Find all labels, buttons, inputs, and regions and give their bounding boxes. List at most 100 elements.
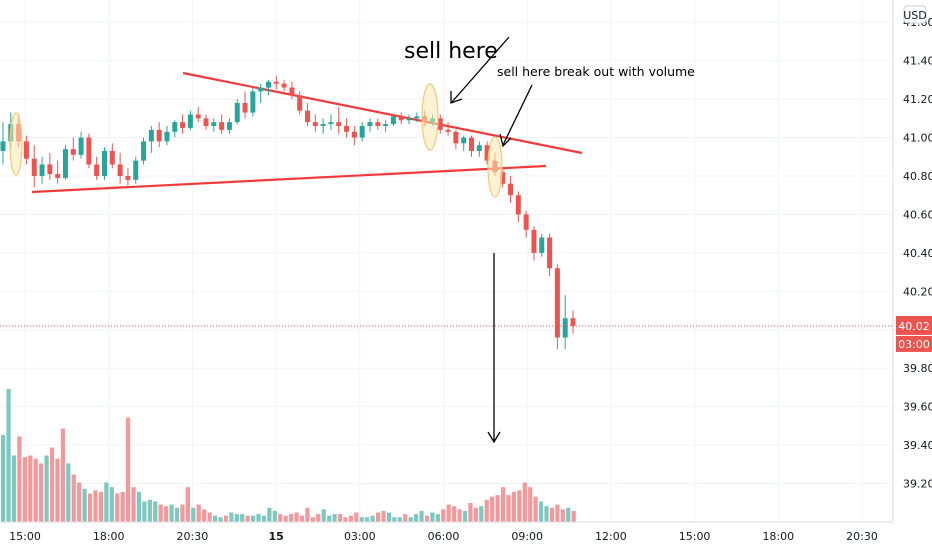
candle[interactable] (328, 114, 334, 130)
candle[interactable] (531, 225, 537, 261)
candle[interactable] (70, 137, 76, 161)
candle-body (211, 122, 217, 127)
candle[interactable] (367, 118, 373, 132)
candle[interactable] (226, 118, 232, 134)
candle-body (148, 129, 154, 142)
candle[interactable] (484, 141, 490, 165)
candle[interactable] (258, 83, 264, 103)
price-tick-label: 39.60 (903, 401, 932, 414)
volume-bar (457, 509, 462, 522)
candle-body (437, 118, 443, 130)
candle[interactable] (148, 126, 154, 153)
candle[interactable] (55, 160, 61, 184)
candle[interactable] (47, 152, 53, 180)
candle[interactable] (180, 114, 186, 134)
candle[interactable] (273, 76, 279, 90)
candle[interactable] (265, 79, 271, 96)
candle[interactable] (375, 118, 381, 130)
annotations: sell here sell here break out with volum… (404, 36, 695, 444)
candle[interactable] (219, 114, 225, 134)
volume-bar (55, 458, 60, 522)
candle[interactable] (39, 156, 45, 184)
candle[interactable] (508, 176, 514, 203)
volume-bar (538, 501, 544, 522)
candle[interactable] (468, 135, 474, 157)
volume-bar (479, 506, 484, 522)
candle[interactable] (117, 152, 123, 184)
volume-bar (555, 504, 560, 522)
candle[interactable] (476, 141, 482, 157)
candle[interactable] (500, 168, 506, 188)
volume-bar (142, 501, 147, 522)
candle[interactable] (523, 210, 529, 238)
candle[interactable] (390, 114, 396, 127)
volume-bar (359, 517, 364, 522)
volume-bar (245, 515, 250, 522)
candle[interactable] (242, 91, 248, 119)
candle[interactable] (554, 264, 560, 349)
candle-body (554, 268, 560, 338)
candle[interactable] (414, 112, 420, 123)
candle[interactable] (570, 310, 576, 334)
volume-bar (202, 509, 207, 522)
candle[interactable] (320, 118, 326, 134)
candle[interactable] (437, 114, 443, 134)
candle[interactable] (398, 112, 404, 125)
volume-bar (44, 455, 49, 522)
time-axis[interactable]: 15:00 18:00 20:30 15 03:00 06:00 09:00 12:00 15:… (9, 530, 878, 543)
candle[interactable] (344, 118, 350, 138)
candle[interactable] (125, 168, 131, 186)
candle[interactable] (297, 91, 303, 115)
candle[interactable] (86, 133, 92, 169)
candle-body (242, 102, 248, 113)
candle[interactable] (562, 295, 568, 349)
candle[interactable] (281, 79, 287, 92)
price-tick-label: 41.00 (903, 132, 932, 145)
candle[interactable] (172, 120, 178, 138)
upper-trendline[interactable] (182, 71, 583, 155)
candle[interactable] (312, 114, 318, 132)
candle[interactable] (305, 102, 311, 127)
candle[interactable] (445, 122, 451, 136)
candle[interactable] (539, 233, 545, 257)
volume-bar (223, 515, 229, 522)
volume-bar (180, 504, 185, 522)
candle[interactable] (203, 114, 209, 130)
candle[interactable] (0, 122, 6, 165)
price-axis[interactable]: 39.2039.4039.6039.8040.0040.2040.4040.60… (903, 16, 932, 490)
candle[interactable] (102, 147, 108, 180)
candle[interactable] (351, 126, 357, 146)
candle[interactable] (133, 156, 139, 184)
candle[interactable] (461, 135, 467, 152)
candle[interactable] (164, 126, 170, 146)
candle[interactable] (359, 122, 365, 142)
candle[interactable] (31, 145, 37, 188)
candle[interactable] (156, 122, 162, 148)
candle[interactable] (195, 106, 201, 123)
candle[interactable] (453, 129, 459, 150)
candle[interactable] (141, 137, 147, 165)
candle[interactable] (23, 135, 29, 165)
candle[interactable] (211, 118, 217, 132)
candle[interactable] (250, 87, 256, 117)
candle[interactable] (94, 156, 100, 180)
candle[interactable] (109, 143, 115, 169)
candle[interactable] (547, 233, 553, 276)
candle[interactable] (383, 120, 389, 132)
candle[interactable] (515, 191, 521, 223)
candle-body (305, 110, 311, 123)
candle-body (172, 122, 178, 132)
candle[interactable] (336, 106, 342, 134)
candle[interactable] (406, 114, 412, 125)
candle[interactable] (78, 131, 84, 159)
volume-bar (250, 515, 256, 522)
currency-badge[interactable]: USD (903, 5, 927, 24)
candle[interactable] (289, 81, 295, 100)
candle[interactable] (62, 145, 68, 180)
lower-trendline[interactable] (31, 164, 547, 194)
target-arrow-head-icon (487, 431, 501, 444)
candle[interactable] (234, 99, 240, 125)
candle[interactable] (187, 110, 193, 130)
